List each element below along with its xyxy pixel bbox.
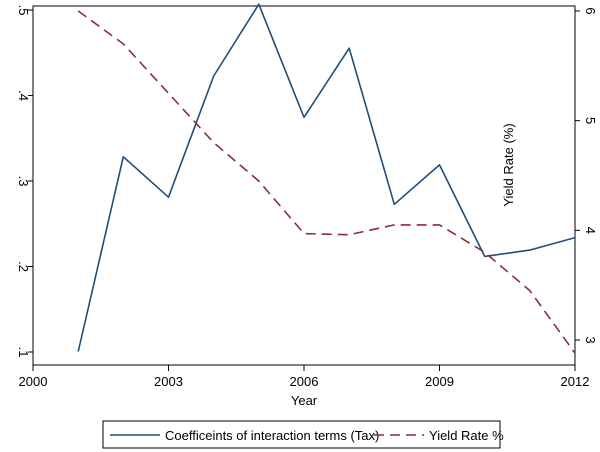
right-tick-label: 4: [583, 227, 598, 234]
series-line-coefficients: [77, 3, 576, 352]
left-tick-label: .2: [16, 261, 31, 272]
series-line-yield-rate: [77, 10, 576, 354]
right-tick-label: 6: [583, 7, 598, 14]
x-tick-label: 2000: [19, 374, 48, 389]
x-tick-label: 2009: [425, 374, 454, 389]
legend-box: [102, 420, 501, 449]
legend-label-yield-rate: Yield Rate %: [429, 428, 504, 443]
legend: Coefficeints of interaction terms (Tax) Y…: [102, 420, 504, 449]
x-axis-title: Year: [291, 393, 318, 408]
plot-frame: [32, 5, 576, 366]
right-tick-label: 3: [583, 336, 598, 343]
right-axis-title: Yield Rate (%): [501, 123, 516, 206]
x-tick-label: 2006: [290, 374, 319, 389]
left-tick-label: .3: [16, 176, 31, 187]
left-tick-label: .4: [16, 90, 31, 101]
right-tick-label: 5: [583, 117, 598, 124]
legend-label-coefficients: Coefficeints of interaction terms (Tax): [165, 428, 379, 443]
x-tick-label: 2012: [561, 374, 590, 389]
left-tick-label: .5: [16, 5, 31, 16]
x-tick-label: 2003: [154, 374, 183, 389]
left-tick-label: .1: [16, 347, 31, 358]
